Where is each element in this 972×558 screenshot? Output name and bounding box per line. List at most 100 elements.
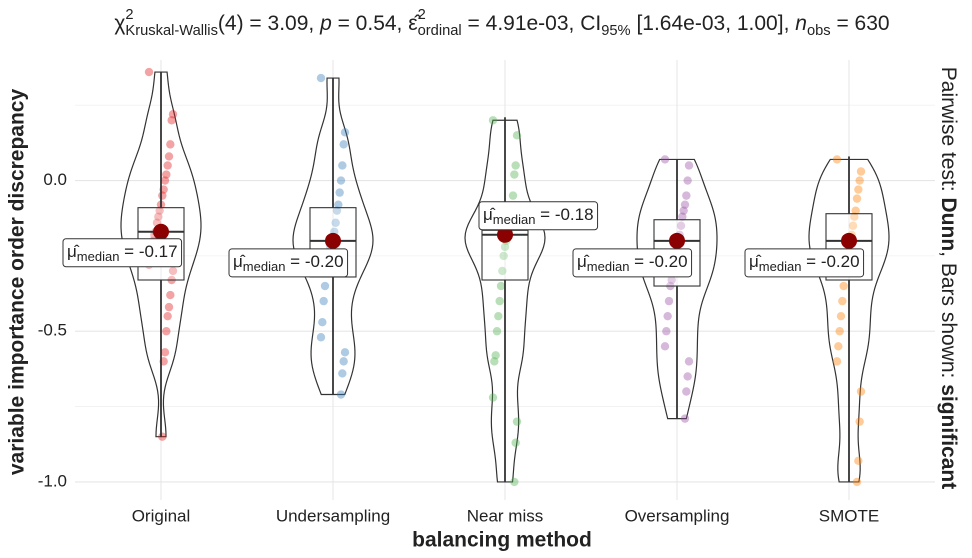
- label-symbol: μ̂: [483, 205, 496, 224]
- data-point: [510, 477, 519, 487]
- y-tick-label: -0.5: [38, 321, 67, 340]
- text-part: Kruskal-Wallis: [125, 23, 218, 39]
- data-point: [835, 327, 844, 336]
- label-subscript: median: [587, 259, 630, 274]
- data-point: [834, 342, 843, 351]
- data-point: [848, 221, 858, 230]
- median-point: [153, 223, 169, 240]
- median-point: [325, 232, 341, 249]
- data-point: [334, 200, 343, 209]
- median-label: μ̂median = -0.20: [577, 252, 688, 274]
- violin: [120, 71, 202, 438]
- median-label: μ̂median = -0.20: [233, 252, 344, 274]
- data-point: [163, 161, 172, 170]
- median-point: [497, 226, 513, 243]
- data-point: [682, 387, 691, 396]
- text-part: (4) = 3.09,: [218, 12, 320, 35]
- data-point: [488, 393, 498, 402]
- data-point: [319, 296, 328, 306]
- label-subscript: median: [243, 259, 286, 274]
- y-tick-label: -1.0: [38, 471, 67, 490]
- box: [481, 229, 529, 281]
- data-point: [854, 185, 863, 194]
- label-value: -0.20: [305, 252, 344, 271]
- x-tick-label: Original: [132, 506, 191, 525]
- data-point: [680, 414, 690, 423]
- violin: [808, 158, 890, 483]
- data-point: [855, 417, 864, 426]
- data-point: [491, 351, 500, 360]
- data-point: [676, 221, 686, 230]
- data-point: [167, 116, 176, 125]
- median-label: μ̂median = -0.17: [67, 242, 178, 264]
- data-point: [664, 296, 674, 306]
- median-label-box: [572, 248, 693, 278]
- text-part: 2: [125, 7, 133, 23]
- median-label-box: [62, 238, 183, 268]
- data-point: [336, 176, 346, 185]
- label-value: -0.20: [649, 252, 688, 271]
- text-part: 2: [418, 7, 426, 23]
- median-point: [669, 232, 685, 249]
- data-point: [663, 311, 672, 321]
- data-point: [838, 296, 847, 306]
- data-point: [158, 432, 167, 441]
- text-part: obs: [807, 23, 831, 39]
- text-part: 95%: [601, 23, 630, 39]
- data-point: [331, 218, 340, 227]
- data-point: [162, 170, 171, 179]
- data-point: [166, 140, 175, 149]
- label-equals: =: [801, 252, 820, 271]
- caption: Pairwise test: Dunn, Bars shown: signifi…: [937, 67, 960, 489]
- data-point: [160, 348, 170, 357]
- label-equals: =: [535, 205, 554, 224]
- data-point: [855, 176, 864, 185]
- data-point: [850, 212, 859, 221]
- text-part: = 0.54,: [332, 12, 408, 35]
- data-point: [660, 155, 670, 164]
- data-point: [162, 327, 171, 336]
- data-point: [332, 206, 342, 215]
- text-part: significant: [937, 384, 960, 489]
- text-part: = 4.91e-03, CI: [462, 12, 602, 35]
- text-part: Dunn: [937, 197, 960, 251]
- data-point: [852, 194, 862, 203]
- data-point: [316, 73, 326, 83]
- label-value: -0.18: [555, 205, 594, 224]
- text-part: χ: [114, 12, 125, 35]
- data-point: [678, 212, 687, 221]
- chart-title: χ2 Kruskal-Wallis(4) = 3.09, p = 0.54, ε̂…: [114, 7, 889, 39]
- data-point: [832, 155, 842, 164]
- text-part: n: [795, 12, 807, 35]
- data-point: [682, 191, 691, 200]
- median-label: μ̂median = -0.20: [749, 252, 860, 274]
- data-point: [492, 327, 502, 336]
- label-equals: =: [119, 242, 138, 261]
- text-part: ordinal: [418, 23, 462, 39]
- data-point: [683, 372, 692, 381]
- data-point: [496, 281, 506, 291]
- data-point: [498, 266, 507, 276]
- label-equals: =: [285, 252, 304, 271]
- data-point: [511, 161, 520, 170]
- x-tick-label: Undersampling: [276, 506, 390, 525]
- data-point: [320, 281, 330, 291]
- data-point: [144, 67, 154, 77]
- label-subscript: median: [759, 259, 802, 274]
- data-point: [512, 417, 522, 426]
- data-point: [488, 116, 498, 125]
- data-point: [508, 191, 518, 200]
- data-point: [854, 456, 863, 466]
- data-point: [499, 251, 508, 261]
- data-point: [679, 206, 688, 215]
- data-point: [660, 342, 670, 351]
- data-point: [839, 281, 848, 291]
- data-point: [335, 188, 344, 197]
- data-point: [836, 311, 846, 321]
- data-point: [158, 191, 167, 200]
- label-symbol: μ̂: [577, 252, 590, 271]
- text-part: [1.64e-03, 1.00],: [631, 12, 796, 35]
- data-point: [340, 348, 350, 357]
- data-point: [832, 357, 842, 366]
